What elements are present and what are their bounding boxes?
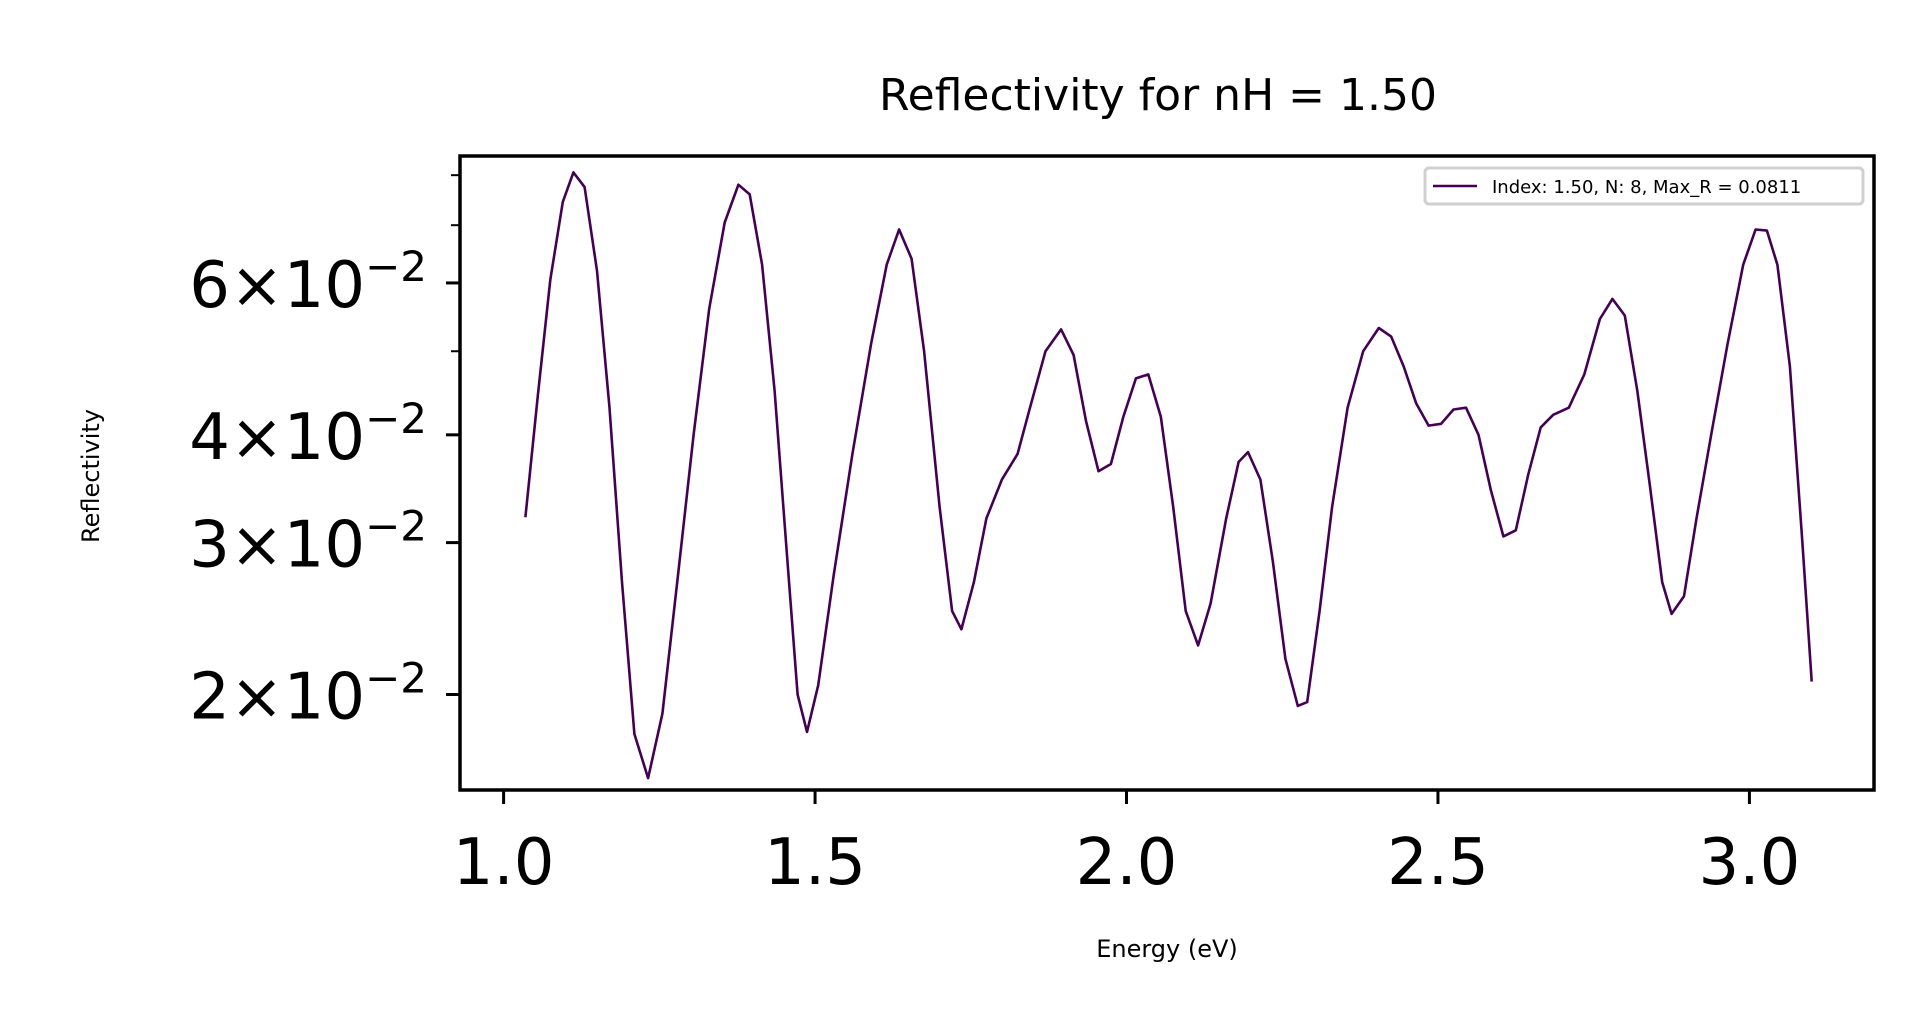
legend: Index: 1.50, N: 8, Max_R = 0.0811	[1423, 166, 1865, 206]
series-line	[524, 171, 1813, 780]
chart-title: Reflectivity for nH = 1.50	[879, 70, 1437, 121]
y-axis-ticks: 2×10−2 3×10−2 4×10−2 6×10−2	[189, 242, 460, 735]
y-tick-label: 4×10−2	[189, 394, 427, 475]
plot-frame	[458, 154, 1876, 792]
x-axis-ticks: 1.0 1.5 2.0 2.5 3.0	[453, 790, 1801, 900]
y-tick-label: 3×10−2	[189, 502, 427, 583]
y-axis-label: Reflectivity	[77, 409, 105, 543]
x-tick-label: 3.0	[1699, 826, 1801, 900]
legend-label: Index: 1.50, N: 8, Max_R = 0.0811	[1492, 177, 1801, 198]
x-tick-label: 2.0	[1076, 826, 1178, 900]
x-tick-label: 1.5	[764, 826, 866, 900]
x-tick-label: 2.5	[1387, 826, 1489, 900]
x-axis-label: Energy (eV)	[1096, 935, 1238, 963]
x-tick-label: 1.0	[453, 826, 555, 900]
legend-box	[1423, 166, 1865, 206]
y-tick-label: 2×10−2	[189, 654, 427, 735]
y-tick-label: 6×10−2	[189, 242, 427, 323]
